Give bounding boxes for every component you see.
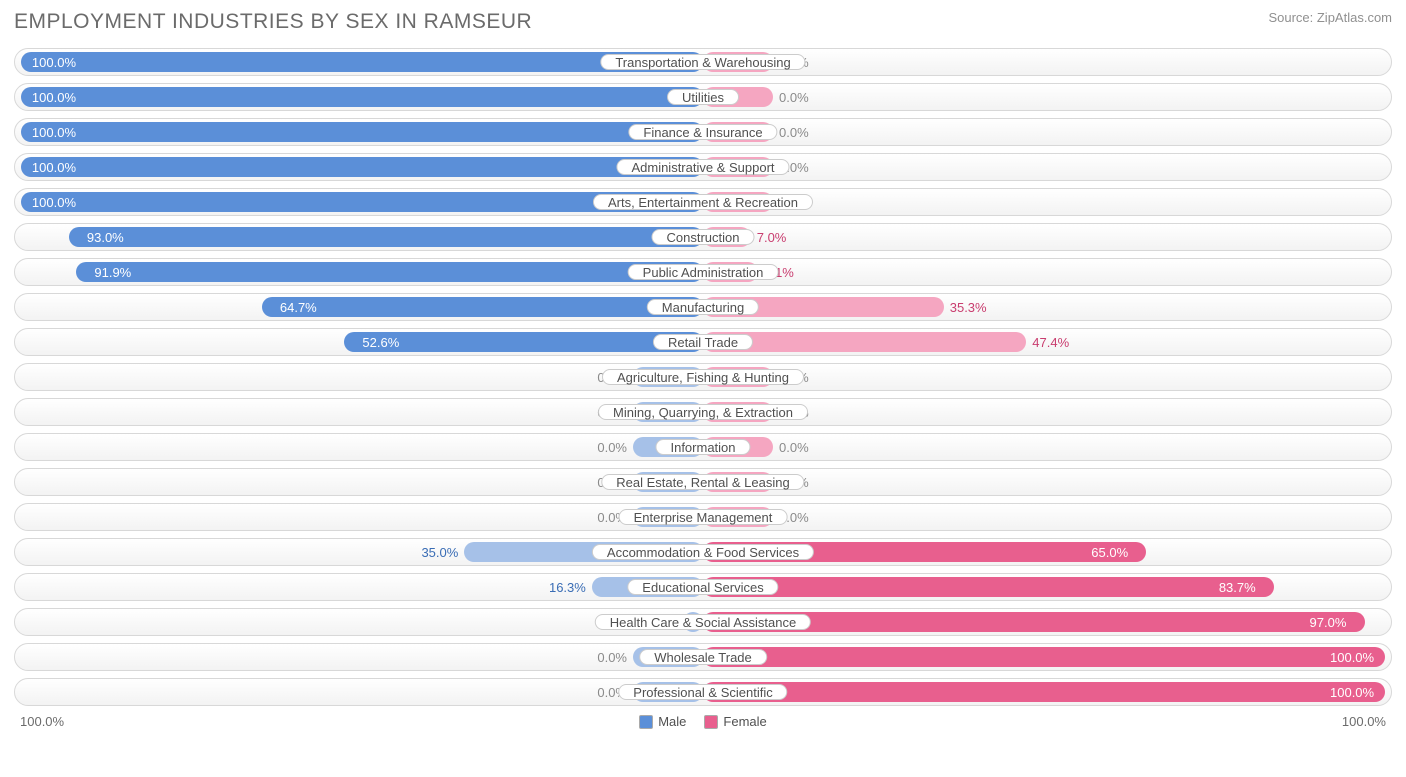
female-bar <box>703 577 1274 597</box>
row-label: Administrative & Support <box>616 159 789 175</box>
row-label: Enterprise Management <box>619 509 788 525</box>
legend: Male Female <box>639 714 767 729</box>
chart-row: Manufacturing 64.7% 35.3% <box>14 293 1392 321</box>
chart-row: Mining, Quarrying, & Extraction0.0%0.0% <box>14 398 1392 426</box>
row-label: Utilities <box>667 89 739 105</box>
chart-row: Public Administration91.9%8.1% <box>14 258 1392 286</box>
row-label: Retail Trade <box>653 334 753 350</box>
row-label: Finance & Insurance <box>628 124 777 140</box>
chart-row: Educational Services 16.3% 83.7% <box>14 573 1392 601</box>
male-bar <box>21 157 703 177</box>
male-bar <box>262 297 703 317</box>
female-value: 100.0% <box>1330 682 1374 702</box>
male-value: 93.0% <box>87 227 124 247</box>
legend-female-swatch <box>704 715 718 729</box>
chart-row: Wholesale Trade 0.0% 100.0% <box>14 643 1392 671</box>
male-value: 0.0% <box>597 647 627 667</box>
chart-row: Utilities 100.0% 0.0% <box>14 83 1392 111</box>
female-bar <box>703 647 1385 667</box>
chart-row: Administrative & Support100.0%0.0% <box>14 153 1392 181</box>
female-value: 0.0% <box>779 437 809 457</box>
chart-row: Accommodation & Food Services 35.0% 65.0% <box>14 538 1392 566</box>
row-label: Mining, Quarrying, & Extraction <box>598 404 808 420</box>
female-value: 65.0% <box>1091 542 1128 562</box>
chart-footer: 100.0% Male Female 100.0% <box>14 714 1392 729</box>
male-value: 35.0% <box>421 542 458 562</box>
legend-female-label: Female <box>723 714 766 729</box>
male-value: 52.6% <box>362 332 399 352</box>
chart-row: Arts, Entertainment & Recreation100.0%0.… <box>14 188 1392 216</box>
female-bar <box>703 682 1385 702</box>
row-label: Wholesale Trade <box>639 649 767 665</box>
male-bar <box>76 262 703 282</box>
male-value: 100.0% <box>32 157 76 177</box>
legend-male: Male <box>639 714 686 729</box>
chart-row: Information 0.0% 0.0% <box>14 433 1392 461</box>
chart-row: Agriculture, Fishing & Hunting0.0%0.0% <box>14 363 1392 391</box>
chart-row: Professional & Scientific0.0%100.0% <box>14 678 1392 706</box>
male-value: 91.9% <box>94 262 131 282</box>
chart-row: Enterprise Management0.0%0.0% <box>14 503 1392 531</box>
chart-row: Real Estate, Rental & Leasing0.0%0.0% <box>14 468 1392 496</box>
female-value: 47.4% <box>1032 332 1069 352</box>
female-value: 0.0% <box>779 122 809 142</box>
male-value: 100.0% <box>32 122 76 142</box>
axis-right-label: 100.0% <box>1342 714 1386 729</box>
male-value: 0.0% <box>597 437 627 457</box>
chart-title: EMPLOYMENT INDUSTRIES BY SEX IN RAMSEUR <box>14 10 532 34</box>
female-value: 35.3% <box>950 297 987 317</box>
male-bar <box>21 122 703 142</box>
diverging-bar-chart: Transportation & Warehousing100.0%0.0%Ut… <box>14 48 1392 706</box>
male-bar <box>69 227 703 247</box>
row-label: Public Administration <box>628 264 779 280</box>
row-label: Manufacturing <box>647 299 759 315</box>
chart-source: Source: ZipAtlas.com <box>1268 10 1392 25</box>
row-label: Educational Services <box>627 579 778 595</box>
female-value: 97.0% <box>1310 612 1347 632</box>
male-bar <box>21 87 703 107</box>
row-label: Agriculture, Fishing & Hunting <box>602 369 804 385</box>
row-label: Real Estate, Rental & Leasing <box>601 474 804 490</box>
male-value: 100.0% <box>32 87 76 107</box>
row-label: Professional & Scientific <box>618 684 787 700</box>
chart-row: Construction 93.0% 7.0% <box>14 223 1392 251</box>
male-value: 16.3% <box>549 577 586 597</box>
male-value: 100.0% <box>32 52 76 72</box>
row-label: Construction <box>652 229 755 245</box>
row-label: Health Care & Social Assistance <box>595 614 811 630</box>
row-label: Information <box>655 439 750 455</box>
legend-male-swatch <box>639 715 653 729</box>
legend-female: Female <box>704 714 766 729</box>
female-value: 0.0% <box>779 87 809 107</box>
row-label: Arts, Entertainment & Recreation <box>593 194 813 210</box>
legend-male-label: Male <box>658 714 686 729</box>
chart-row: Finance & Insurance 100.0% 0.0% <box>14 118 1392 146</box>
chart-row: Health Care & Social Assistance3.0%97.0% <box>14 608 1392 636</box>
female-value: 7.0% <box>757 227 787 247</box>
chart-header: EMPLOYMENT INDUSTRIES BY SEX IN RAMSEUR … <box>14 10 1392 34</box>
row-label: Accommodation & Food Services <box>592 544 814 560</box>
male-value: 100.0% <box>32 192 76 212</box>
female-value: 83.7% <box>1219 577 1256 597</box>
female-value: 100.0% <box>1330 647 1374 667</box>
axis-left-label: 100.0% <box>20 714 64 729</box>
chart-row: Transportation & Warehousing100.0%0.0% <box>14 48 1392 76</box>
row-label: Transportation & Warehousing <box>600 54 805 70</box>
chart-row: Retail Trade 52.6% 47.4% <box>14 328 1392 356</box>
male-value: 64.7% <box>280 297 317 317</box>
